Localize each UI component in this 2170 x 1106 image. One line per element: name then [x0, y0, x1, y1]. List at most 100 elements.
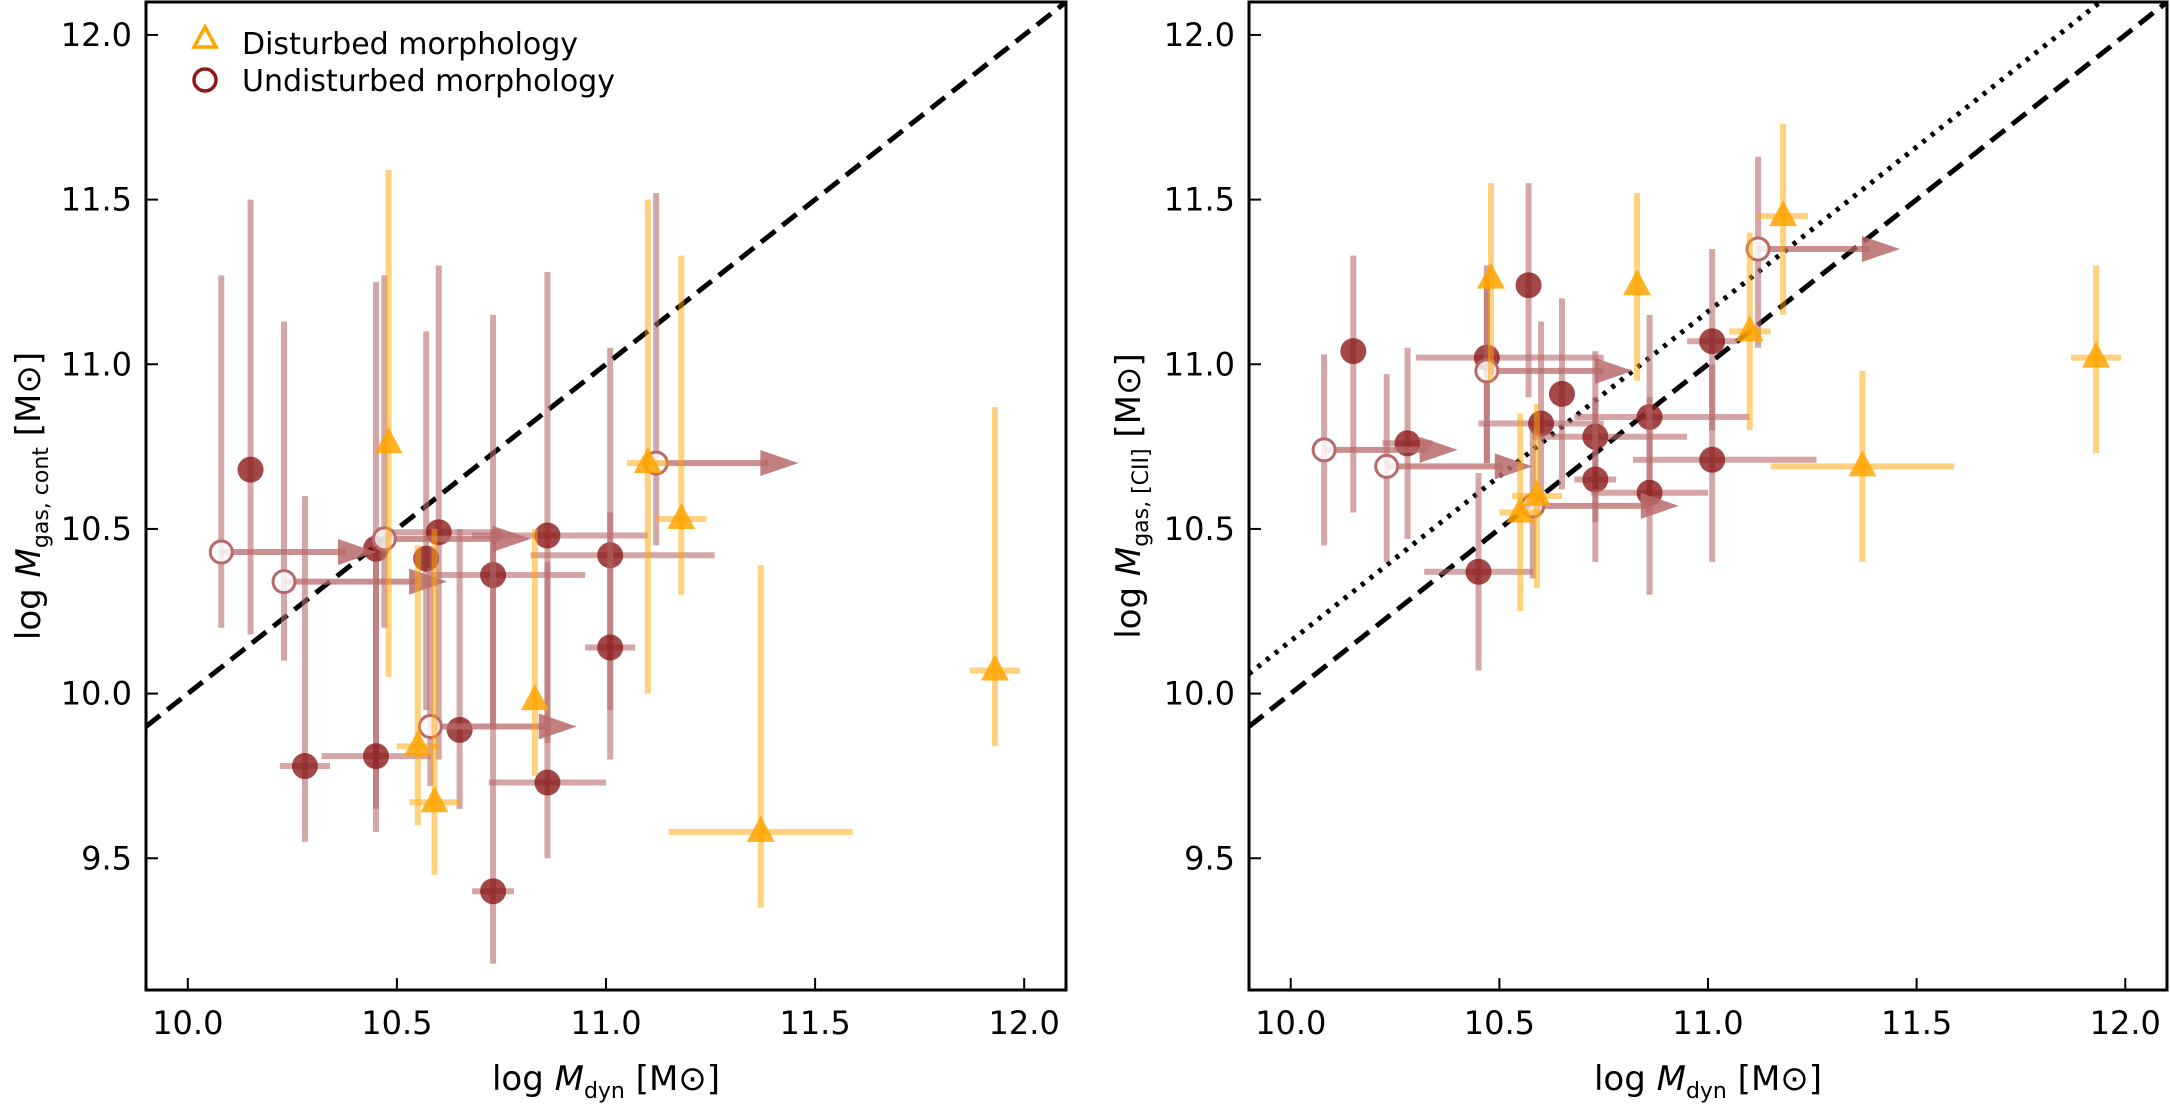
right-dashed-reference-line [1249, 2, 2167, 729]
right-undisturbed-open-marker [1474, 358, 1500, 384]
left-undisturbed-marker [237, 456, 264, 483]
right-undisturbed-point [1424, 472, 1533, 671]
right-undisturbed-marker [1699, 446, 1726, 473]
right-lower-limit-arrow-head [1494, 453, 1533, 480]
right-undisturbed-marker [1340, 338, 1367, 365]
left-y-tick-label: 10.0 [61, 675, 132, 713]
right-y-tick-label: 11.0 [1164, 345, 1235, 383]
left-data-points [208, 169, 1020, 964]
right-y-tick-label: 10.5 [1164, 510, 1235, 548]
right-undisturbed-marker [1515, 272, 1542, 299]
left-undisturbed-marker [291, 753, 318, 780]
right-undisturbed-point [1374, 374, 1533, 562]
left-disturbed-point [374, 169, 403, 678]
left-disturbed-point [626, 199, 669, 694]
right-y-tick-label: 9.5 [1184, 839, 1235, 877]
left-undisturbed-open-marker [271, 569, 297, 595]
left-y-tick-label: 10.5 [61, 510, 132, 548]
left-undisturbed-point [237, 199, 264, 635]
left-undisturbed-point [472, 528, 514, 964]
left-disturbed-marker [633, 447, 662, 474]
left-lower-limit-arrow-head [338, 538, 376, 565]
left-disturbed-point [520, 528, 549, 776]
left-y-tick-label: 9.5 [81, 839, 132, 877]
right-disturbed-point [2071, 265, 2122, 454]
left-dashed-reference-line [146, 2, 1066, 729]
right-disturbed-point [1770, 370, 1955, 562]
left-y-axis-label: log Mgas, cont [M⊙] [9, 352, 54, 640]
right-y-tick-label: 12.0 [1164, 16, 1235, 54]
left-lower-limit-arrow-head [760, 450, 799, 477]
right-undisturbed-point [1340, 255, 1367, 513]
right-x-tick-label: 10.0 [1255, 1004, 1326, 1042]
right-y-ticks: 9.5 10.0 10.5 11.0 11.5 12.0 [1164, 16, 1261, 877]
right-undisturbed-marker [1699, 328, 1726, 355]
left-disturbed-point [668, 565, 853, 908]
right-disturbed-point [1477, 183, 1506, 381]
left-undisturbed-marker [446, 716, 473, 743]
left-undisturbed-point [585, 512, 636, 760]
right-disturbed-marker [1735, 315, 1764, 342]
left-undisturbed-point [208, 275, 376, 628]
left-lower-limit-arrow-head [492, 525, 531, 552]
right-disturbed-marker [1506, 496, 1535, 523]
left-x-tick-label: 10.0 [152, 1004, 223, 1042]
right-lower-limit-arrow-head [1861, 236, 1900, 262]
right-disturbed-point [1511, 403, 1562, 589]
legend-undisturbed-marker [192, 67, 218, 93]
left-undisturbed-marker [534, 769, 561, 796]
right-disturbed-point [1758, 123, 1809, 315]
left-undisturbed-marker [363, 743, 389, 770]
right-disturbed-marker [1623, 269, 1652, 296]
right-dotted-reference-line [1249, 2, 2105, 676]
left-x-axis-label: log Mdyn [M⊙] [492, 1059, 720, 1104]
left-reference-lines [146, 2, 1066, 729]
left-y-tick-label: 11.0 [61, 345, 132, 383]
right-y-axis-label: log Mgas, [CII] [M⊙] [1109, 353, 1154, 639]
left-x-tick-label: 11.0 [570, 1004, 641, 1042]
right-undisturbed-point [1311, 354, 1458, 546]
left-undisturbed-marker [480, 878, 507, 905]
left-disturbed-marker [374, 427, 403, 454]
right-x-ticks: 10.0 10.5 11.0 11.5 12.0 [1255, 978, 2161, 1042]
right-lower-limit-arrow-head [1594, 357, 1633, 384]
left-disturbed-marker [746, 815, 775, 842]
left-disturbed-marker [980, 654, 1009, 681]
left-disturbed-point [409, 528, 460, 875]
right-disturbed-marker [1848, 450, 1877, 477]
right-undisturbed-point [1548, 298, 1575, 490]
right-undisturbed-marker [1548, 380, 1575, 407]
right-undisturbed-point [1515, 183, 1542, 398]
left-undisturbed-marker [534, 522, 561, 549]
right-disturbed-marker [1769, 200, 1798, 227]
right-disturbed-point [1623, 193, 1652, 381]
right-lower-limit-arrow-head [1640, 492, 1679, 519]
left-y-tick-label: 11.5 [61, 181, 132, 219]
left-x-tick-label: 12.0 [989, 1004, 1060, 1042]
legend-disturbed-label: Disturbed morphology [242, 27, 578, 62]
right-lower-limit-arrow-head [1419, 436, 1458, 463]
left-lower-limit-arrow-head [538, 713, 577, 740]
left-plot-frame [144, 0, 1068, 992]
left-undisturbed-point [446, 528, 473, 809]
right-disturbed-point [1728, 232, 1771, 431]
right-undisturbed-open-marker [1374, 453, 1400, 479]
left-x-tick-label: 11.5 [779, 1004, 850, 1042]
right-y-tick-label: 10.0 [1164, 675, 1235, 713]
left-undisturbed-open-marker [208, 539, 234, 565]
left-y-tick-label: 12.0 [61, 16, 132, 54]
right-plot-frame [1247, 0, 2169, 992]
left-undisturbed-open-marker [371, 526, 397, 552]
right-undisturbed-marker [1582, 466, 1609, 493]
right-undisturbed-marker [1465, 558, 1492, 585]
left-disturbed-marker [420, 786, 449, 813]
left-y-ticks: 9.5 10.0 10.5 11.0 11.5 12.0 [61, 16, 158, 877]
right-disturbed-marker [1477, 262, 1506, 289]
left-disturbed-point [656, 255, 707, 595]
left-x-tick-label: 10.5 [361, 1004, 432, 1042]
left-disturbed-marker [520, 684, 549, 711]
left-x-ticks: 10.0 10.5 11.0 11.5 12.0 [152, 978, 1060, 1042]
right-x-tick-label: 12.0 [2090, 1004, 2161, 1042]
right-y-tick-label: 11.5 [1164, 181, 1235, 219]
